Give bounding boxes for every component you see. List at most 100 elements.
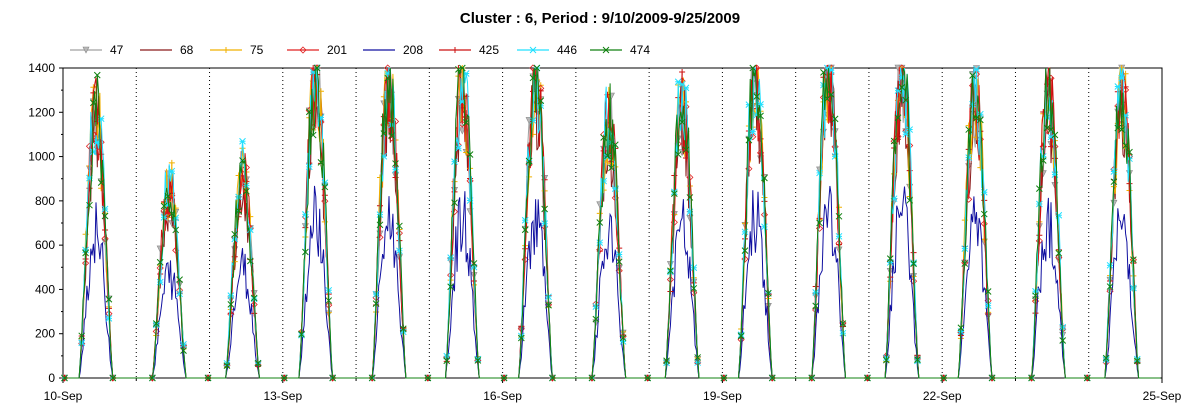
series-point-201 xyxy=(101,234,109,243)
x-tick-label: 25-Sep xyxy=(1143,389,1182,403)
series-point-474 xyxy=(280,374,288,382)
series-point-474 xyxy=(372,300,380,307)
series-point-474 xyxy=(812,302,820,310)
series-point-474 xyxy=(906,196,914,204)
legend-label-68: 68 xyxy=(180,43,194,57)
series-point-425 xyxy=(396,237,403,244)
series-point-474 xyxy=(109,374,117,382)
series-point-474 xyxy=(180,347,187,355)
series-line-446 xyxy=(64,66,1161,379)
series-point-474 xyxy=(82,249,89,257)
series-point-474 xyxy=(384,74,392,82)
series-point-474 xyxy=(329,374,336,382)
series-point-474 xyxy=(957,324,965,332)
series-point-474 xyxy=(764,289,772,297)
series-point-474 xyxy=(835,212,843,220)
series-point-425 xyxy=(541,176,548,183)
series-point-474 xyxy=(86,201,93,209)
series-point-474 xyxy=(1059,337,1067,344)
series-point-201 xyxy=(906,141,914,150)
series-point-446 xyxy=(396,247,403,255)
series-point-474 xyxy=(243,187,250,195)
series-point-446 xyxy=(466,197,474,204)
series-point-425 xyxy=(679,69,686,76)
series-point-474 xyxy=(78,332,86,340)
series-point-474 xyxy=(690,284,698,292)
legend-marker-474 xyxy=(602,46,610,54)
series-point-474 xyxy=(768,374,776,382)
series-point-446 xyxy=(1110,168,1118,175)
series-point-474 xyxy=(678,118,686,126)
series-point-474 xyxy=(753,93,761,100)
series-point-474 xyxy=(156,258,164,266)
series-point-474 xyxy=(965,126,973,133)
series-point-474 xyxy=(462,119,470,126)
series-point-425 xyxy=(90,89,97,96)
series-point-474 xyxy=(545,301,552,309)
series-point-474 xyxy=(977,116,984,124)
series-point-474 xyxy=(1032,292,1039,300)
series-point-474 xyxy=(761,174,768,182)
series-point-474 xyxy=(93,71,101,79)
series-point-474 xyxy=(757,112,764,120)
legend-marker-75 xyxy=(223,47,229,53)
series-point-474 xyxy=(325,297,333,304)
legend-marker-47 xyxy=(82,46,90,54)
series-point-474 xyxy=(984,288,992,295)
series-point-474 xyxy=(164,192,172,200)
series-point-446 xyxy=(392,166,399,173)
series-point-474 xyxy=(619,334,627,342)
series-point-474 xyxy=(380,130,388,137)
series-point-474 xyxy=(321,183,329,191)
series-point-474 xyxy=(902,96,910,104)
series-point-474 xyxy=(317,158,325,166)
series-point-474 xyxy=(741,247,749,254)
series-point-474 xyxy=(720,374,728,382)
series-point-474 xyxy=(737,332,745,340)
series-point-425 xyxy=(682,154,689,161)
y-tick-label: 600 xyxy=(35,238,55,252)
series-point-474 xyxy=(827,91,835,98)
series-point-425 xyxy=(157,270,164,277)
series-point-474 xyxy=(388,132,395,139)
series-point-75 xyxy=(891,170,898,177)
series-point-474 xyxy=(820,69,827,76)
series-point-425 xyxy=(757,135,764,142)
series-point-474 xyxy=(246,257,254,265)
series-point-474 xyxy=(1047,126,1055,134)
series-point-446 xyxy=(1118,74,1126,82)
series-point-75 xyxy=(1118,65,1125,71)
x-tick-label: 16-Sep xyxy=(483,389,522,403)
series-point-474 xyxy=(980,210,988,218)
chart-title: Cluster : 6, Period : 9/10/2009-9/25/200… xyxy=(459,10,741,27)
legend-label-425: 425 xyxy=(479,43,499,57)
series-point-474 xyxy=(608,164,615,172)
series-point-474 xyxy=(451,199,458,207)
series-point-75 xyxy=(168,159,175,166)
series-point-446 xyxy=(455,144,462,152)
series-point-201 xyxy=(529,64,537,72)
series-point-425 xyxy=(1126,180,1133,187)
series-point-474 xyxy=(611,141,619,149)
series-point-201 xyxy=(980,220,988,228)
series-point-474 xyxy=(1122,142,1129,149)
series-point-474 xyxy=(101,212,109,220)
legend-marker-446 xyxy=(529,46,537,54)
series-point-474 xyxy=(604,152,611,160)
x-tick-label: 13-Sep xyxy=(263,389,302,403)
series-point-474 xyxy=(694,354,702,361)
series-point-474 xyxy=(368,374,376,382)
series-point-474 xyxy=(839,320,847,327)
series-point-446 xyxy=(596,239,604,247)
series-point-474 xyxy=(392,160,399,167)
series-point-474 xyxy=(674,151,682,158)
series-point-474 xyxy=(596,219,604,226)
series-point-474 xyxy=(298,330,305,338)
series-point-446 xyxy=(906,126,914,133)
y-tick-label: 1000 xyxy=(28,150,55,164)
series-point-446 xyxy=(168,167,176,175)
series-point-474 xyxy=(816,219,823,227)
legend-label-75: 75 xyxy=(250,43,264,57)
series-point-474 xyxy=(466,151,474,158)
series-point-446 xyxy=(529,117,537,124)
